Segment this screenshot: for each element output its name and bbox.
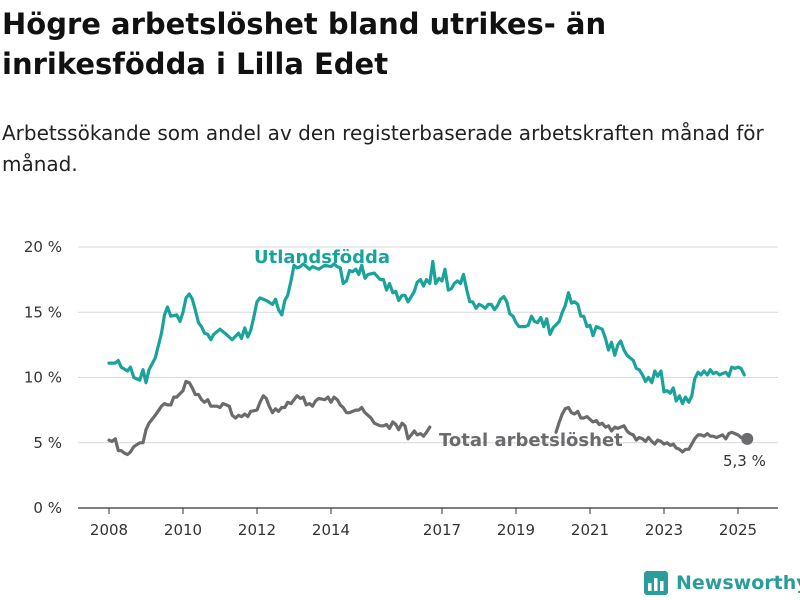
y-tick-label: 5 % — [33, 434, 62, 452]
x-tick-label: 2019 — [497, 521, 535, 539]
y-tick-label: 20 % — [24, 238, 62, 256]
y-tick-label: 10 % — [24, 369, 62, 387]
x-tick-label: 2008 — [90, 521, 128, 539]
x-tick-label: 2021 — [571, 521, 609, 539]
bar-chart-logo-icon — [644, 571, 668, 595]
x-tick-label: 2014 — [312, 521, 350, 539]
x-tick-label: 2025 — [719, 521, 757, 539]
series-line-total — [107, 379, 432, 457]
x-axis: 2008 2010 2012 2014 2017 2019 2021 2023 2025 — [90, 508, 757, 539]
page-subtitle: Arbetssökande som andel av den registerb… — [2, 121, 764, 176]
x-tick-label: 2012 — [238, 521, 276, 539]
newsworthy-logo: Newsworthy — [644, 568, 800, 598]
y-tick-label: 15 % — [24, 303, 62, 321]
page-title: Högre arbetslöshet bland utrikes- än inr… — [2, 7, 607, 81]
series-line-utlandsfodda — [107, 259, 746, 406]
x-tick-label: 2010 — [164, 521, 202, 539]
x-tick-label: 2017 — [423, 521, 461, 539]
brand-name: Newsworthy — [676, 572, 800, 594]
series-label-utlandsfodda: Utlandsfödda — [254, 247, 390, 268]
y-tick-label: 0 % — [33, 499, 62, 517]
x-tick-label: 2023 — [645, 521, 683, 539]
end-value-label: 5,3 % — [723, 452, 766, 470]
series-lines — [107, 259, 754, 457]
series-labels: Utlandsfödda Total arbetslöshet 5,3 % — [254, 247, 766, 470]
last-value-marker — [741, 432, 754, 445]
series-line-total — [554, 405, 749, 454]
series-label-total: Total arbetslöshet — [439, 430, 623, 451]
